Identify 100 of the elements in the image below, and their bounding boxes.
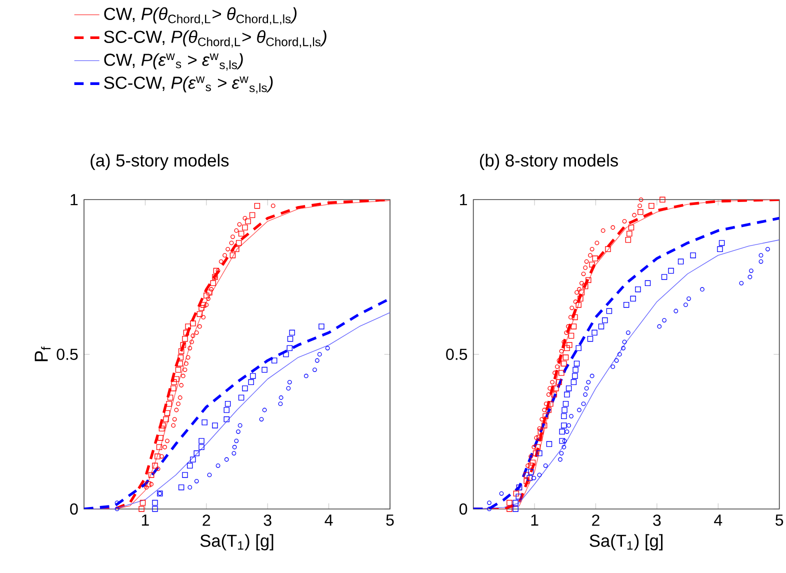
point	[602, 317, 608, 324]
point	[182, 472, 188, 478]
point	[234, 228, 239, 233]
legend-label: SC-CW, P(ε$^{w}$$_{s}$ > ε$^{w}$$_{s,ls}$)	[104, 76, 273, 94]
point	[166, 400, 172, 407]
x-tick-label: 5	[776, 514, 784, 526]
point	[278, 402, 283, 406]
point	[622, 219, 627, 224]
point	[176, 402, 180, 406]
point	[194, 450, 200, 456]
point	[564, 330, 569, 335]
point	[218, 259, 224, 264]
point	[606, 308, 612, 314]
point	[648, 202, 654, 209]
point	[287, 336, 294, 342]
point	[182, 336, 188, 342]
point	[568, 332, 574, 339]
point	[148, 472, 154, 478]
point	[226, 246, 230, 252]
point	[562, 444, 566, 450]
point	[700, 287, 704, 292]
point	[204, 302, 209, 308]
point	[562, 400, 569, 407]
point	[230, 252, 236, 258]
point	[622, 340, 627, 344]
point	[229, 240, 234, 246]
point	[540, 417, 544, 422]
point	[532, 476, 536, 480]
point	[644, 280, 651, 286]
point	[605, 246, 611, 252]
point	[623, 302, 630, 308]
point	[559, 451, 564, 456]
point	[152, 506, 158, 512]
point	[530, 460, 536, 466]
point	[581, 272, 586, 276]
point	[201, 315, 206, 320]
x-axis-title: Sa(T$_{1}$) [g]	[590, 534, 662, 550]
point	[551, 392, 557, 398]
point	[149, 482, 154, 486]
point	[206, 290, 212, 296]
point	[230, 234, 235, 239]
point	[178, 348, 184, 354]
point	[625, 237, 632, 243]
point	[499, 491, 504, 496]
point	[194, 330, 199, 335]
point	[541, 422, 548, 428]
point	[190, 340, 194, 344]
point	[163, 416, 169, 422]
point	[185, 324, 191, 330]
point	[758, 259, 764, 264]
point	[718, 240, 725, 246]
point	[238, 394, 244, 400]
point	[188, 485, 192, 490]
point	[152, 500, 158, 506]
point	[587, 336, 594, 342]
y-tick-label: 1	[70, 194, 78, 206]
point	[660, 196, 666, 203]
point	[145, 481, 152, 488]
point	[558, 370, 564, 376]
point	[172, 417, 177, 422]
point	[570, 379, 577, 386]
point	[236, 240, 242, 246]
point	[566, 342, 572, 348]
point	[487, 506, 492, 512]
chart-title: (b) 8-story models	[480, 154, 618, 170]
point	[179, 383, 184, 388]
point	[638, 197, 644, 202]
point	[561, 422, 567, 428]
point	[198, 305, 204, 311]
x-tick-label: 4	[324, 514, 333, 526]
point	[224, 416, 230, 422]
x-tick-label: 2	[592, 514, 600, 526]
point	[318, 324, 324, 330]
point	[556, 379, 562, 386]
y-tick-label: 0.5	[446, 348, 468, 360]
point	[194, 478, 199, 484]
point	[674, 308, 678, 314]
point	[144, 485, 149, 490]
point	[506, 500, 512, 506]
point	[546, 392, 551, 397]
point	[542, 413, 548, 420]
y-axis-title: P$_{f}$	[34, 346, 51, 362]
point	[572, 314, 578, 320]
point	[190, 320, 196, 326]
point	[212, 422, 218, 428]
point	[271, 358, 278, 364]
point	[156, 466, 160, 471]
point	[684, 302, 688, 308]
point	[526, 475, 533, 481]
point	[678, 258, 684, 264]
point	[628, 224, 634, 230]
point	[180, 374, 186, 378]
point	[171, 379, 177, 386]
point	[167, 394, 174, 400]
point	[190, 334, 196, 338]
point	[184, 361, 188, 366]
point	[621, 346, 626, 350]
point	[138, 506, 144, 512]
point	[170, 385, 176, 392]
point	[748, 274, 752, 280]
